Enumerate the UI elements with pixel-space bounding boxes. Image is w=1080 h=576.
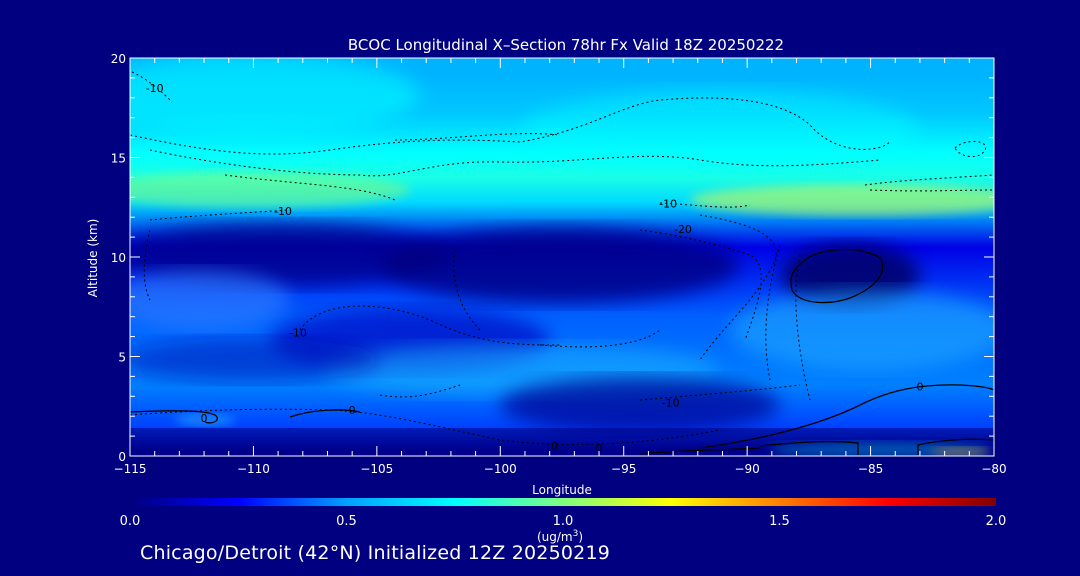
y-tick-label: 5 xyxy=(118,351,126,365)
contour-dotted-neg10-low xyxy=(539,329,661,348)
colorbar-tick-label: 0.0 xyxy=(120,514,141,529)
contour-label: -20 xyxy=(674,223,692,236)
contour-solid-surface-3 xyxy=(917,438,994,455)
contour-label: -10 xyxy=(662,396,680,409)
contour-dotted-trough-3 xyxy=(795,254,811,401)
x-tick-label: −80 xyxy=(981,462,1006,476)
contour-label: 0 xyxy=(349,404,356,417)
contour-label: 0 xyxy=(551,440,558,453)
footer-prefix: Chicago/Detroit (42 xyxy=(140,542,330,564)
x-tick-label: −115 xyxy=(114,462,147,476)
contour-label: -10 xyxy=(659,197,677,210)
field-blob-green-left xyxy=(130,172,410,208)
footer-degree: ° xyxy=(329,542,340,564)
field-surface-dark-strip xyxy=(130,428,994,456)
y-tick-label: 20 xyxy=(111,52,126,66)
field-blob-upper-cyan-right xyxy=(520,90,920,170)
field-low-darkpool xyxy=(500,377,780,433)
colorbar-tick-label: 2.0 xyxy=(986,514,1007,529)
field-surface-hotspot-left xyxy=(175,414,235,426)
contour-dotted-surface-2 xyxy=(379,384,461,398)
x-tick-label: −95 xyxy=(611,462,636,476)
x-tick-label: −100 xyxy=(484,462,517,476)
colorbar-tick-label: 1.0 xyxy=(553,514,574,529)
colorbar-ticks: 0.0 0.5 1.0 1.5 2.0 xyxy=(120,514,1007,529)
contour-labels: -10 -10 -10 -20 -10 -10 0 0 0 0 0 xyxy=(146,82,924,455)
contour-label: 0 xyxy=(916,380,923,393)
contour-dotted-low-2 xyxy=(639,384,801,401)
x-tick-label: −110 xyxy=(237,462,270,476)
contours xyxy=(130,71,994,455)
x-axis: −115 −110 −105 −100 −95 −90 −85 −80 xyxy=(114,58,1007,476)
plot-area: -10 -10 -10 -20 -10 -10 0 0 0 0 0 xyxy=(130,58,994,456)
y-axis-label: Altitude (km) xyxy=(86,219,100,298)
contour-dotted-right-12km xyxy=(869,189,994,192)
contour-dotted-left-inner xyxy=(143,229,151,301)
colorbar-tick-label: 1.5 xyxy=(769,514,790,529)
y-tick-label: 15 xyxy=(111,152,126,166)
x-axis-label: Longitude xyxy=(532,483,592,497)
colorbar-tick-label: 0.5 xyxy=(336,514,357,529)
colorbar xyxy=(130,498,996,506)
field-blob-upper-cyan-left xyxy=(130,58,420,135)
field-mid-lightblue-right xyxy=(730,290,994,370)
y-tick-label: 10 xyxy=(111,251,126,265)
x-tick-label: −90 xyxy=(734,462,759,476)
x-tick-label: −85 xyxy=(858,462,883,476)
contour-solid-closed-right xyxy=(790,248,884,304)
contour-solid-zero-right xyxy=(699,384,994,449)
contour-label: -10 xyxy=(274,205,292,218)
contour-dotted-13km xyxy=(224,174,396,201)
colorbar-unit: (ug/m3) xyxy=(537,529,583,544)
field-low-dark-left xyxy=(130,338,380,382)
contour-label: 0 xyxy=(201,412,208,425)
field-blob-yellow-band xyxy=(690,184,994,216)
y-axis: 0 5 10 15 20 xyxy=(111,52,994,464)
contour-dotted-neg10-mid xyxy=(659,202,751,208)
contour-dotted-trough-1 xyxy=(699,214,777,361)
contour-label: 0 xyxy=(596,442,603,455)
contour-label: -10 xyxy=(289,327,307,340)
contour-solid-surface-2 xyxy=(759,440,859,455)
field-mid-lightblue-left xyxy=(130,270,290,330)
contour-dotted-neg20 xyxy=(639,229,762,341)
x-tick-label: −105 xyxy=(360,462,393,476)
contour-dotted-right-13km xyxy=(864,174,994,186)
chart-title: BCOC Longitudinal X–Section 78hr Fx Vali… xyxy=(348,36,784,54)
field-core-middle xyxy=(380,227,740,303)
contour-solid-zero-left xyxy=(130,410,219,424)
contour-solid-zero-left-2 xyxy=(289,409,361,418)
contour-label: -10 xyxy=(146,82,164,95)
footer-caption: Chicago/Detroit (42°N) Initialized 12Z 2… xyxy=(140,542,610,564)
contour-dotted-upper-top xyxy=(130,97,891,155)
footer-suffix: N) Initialized 12Z 20250219 xyxy=(339,542,611,564)
y-tick-label: 0 xyxy=(118,450,126,464)
